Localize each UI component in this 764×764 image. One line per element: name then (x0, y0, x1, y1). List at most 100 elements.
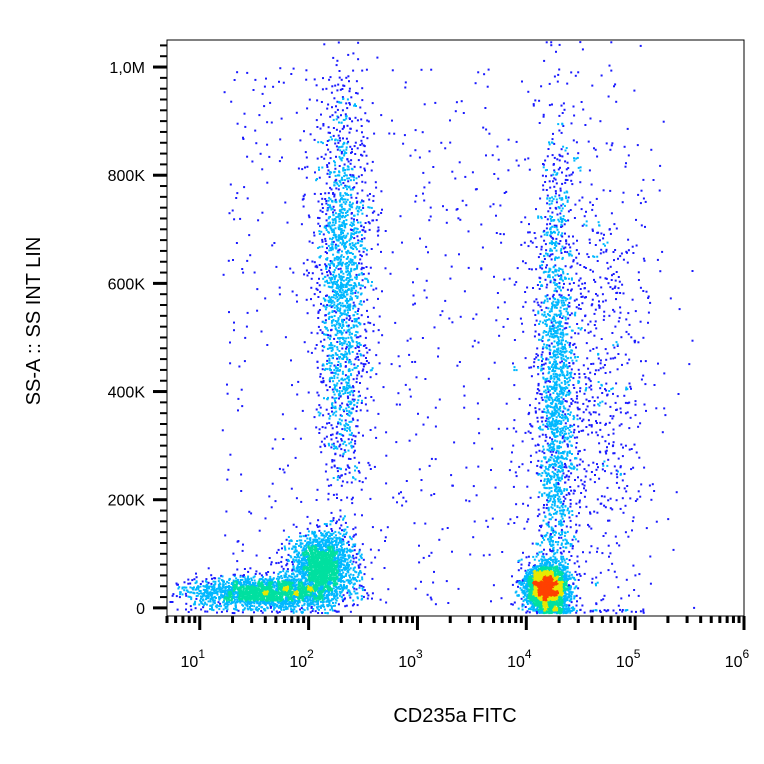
data-point (329, 608, 332, 611)
data-point (333, 411, 336, 414)
data-point (292, 579, 295, 582)
data-point (342, 256, 345, 258)
data-point (356, 596, 359, 599)
data-point (334, 328, 337, 331)
data-point (316, 584, 319, 587)
data-point (333, 556, 336, 558)
data-point (232, 586, 235, 589)
data-point (345, 587, 348, 590)
data-point (320, 101, 323, 103)
data-point (337, 543, 340, 546)
data-point (355, 466, 358, 469)
data-point (347, 165, 350, 168)
data-point (359, 343, 362, 346)
data-point (339, 443, 342, 446)
data-point (209, 600, 212, 603)
data-point (343, 449, 346, 452)
data-point (190, 596, 193, 599)
data-point (260, 584, 263, 586)
data-point (293, 608, 296, 611)
data-point (229, 596, 231, 599)
data-point (337, 116, 340, 119)
data-point (341, 589, 344, 592)
data-point (362, 204, 364, 207)
data-point (181, 587, 184, 590)
data-point (335, 294, 338, 297)
data-point (323, 523, 326, 525)
data-point (311, 580, 314, 583)
data-point (268, 557, 271, 559)
data-point (204, 602, 207, 605)
data-point (306, 603, 309, 606)
data-point (238, 592, 240, 595)
data-point (207, 600, 210, 603)
data-point (319, 545, 322, 548)
data-point (302, 555, 305, 558)
data-point (337, 578, 340, 581)
data-point (312, 586, 315, 589)
data-point (346, 198, 349, 201)
data-point (324, 240, 327, 243)
data-point (338, 590, 341, 593)
data-point (281, 547, 283, 550)
data-point (279, 599, 282, 602)
data-point (349, 567, 352, 570)
data-point (321, 546, 324, 549)
data-point (289, 598, 292, 601)
data-point (361, 589, 364, 592)
data-point (321, 570, 324, 573)
data-point (330, 188, 333, 191)
data-point (331, 388, 334, 391)
data-point (212, 580, 215, 583)
data-point (309, 539, 312, 541)
data-point (215, 597, 217, 599)
data-point (309, 601, 312, 604)
data-point (281, 590, 284, 593)
data-point (349, 582, 351, 585)
data-point (313, 570, 316, 572)
data-point (307, 553, 310, 556)
data-point (346, 547, 348, 550)
data-point (319, 564, 321, 567)
data-point (301, 592, 304, 595)
data-point (341, 347, 344, 350)
data-point (284, 591, 287, 594)
data-point (345, 331, 348, 334)
data-point (303, 583, 306, 586)
data-point (346, 562, 349, 565)
data-point (346, 293, 348, 296)
data-point (269, 604, 272, 607)
data-point (224, 589, 227, 592)
data-point (352, 560, 355, 563)
data-point (271, 592, 274, 595)
data-point (341, 294, 344, 296)
data-point (230, 589, 233, 592)
data-point (189, 605, 192, 608)
data-point (359, 240, 362, 243)
data-point (235, 608, 238, 611)
data-point (318, 552, 320, 555)
data-point (340, 211, 343, 214)
data-point (350, 284, 353, 287)
data-point (342, 442, 345, 445)
data-point (277, 601, 280, 604)
data-point (324, 314, 327, 317)
data-point (333, 301, 336, 304)
data-point (329, 573, 331, 576)
data-point (213, 588, 216, 590)
data-point (334, 234, 337, 236)
data-point (268, 588, 271, 591)
data-point (337, 565, 340, 568)
data-point (340, 353, 343, 356)
data-point (304, 539, 307, 542)
data-point (221, 590, 224, 592)
data-point (350, 193, 353, 196)
data-point (349, 292, 352, 295)
data-point (340, 565, 343, 568)
data-point (311, 582, 314, 585)
data-point (340, 556, 343, 559)
data-point (355, 561, 358, 564)
data-point (324, 553, 327, 556)
data-point (280, 602, 283, 605)
data-point (255, 588, 258, 591)
